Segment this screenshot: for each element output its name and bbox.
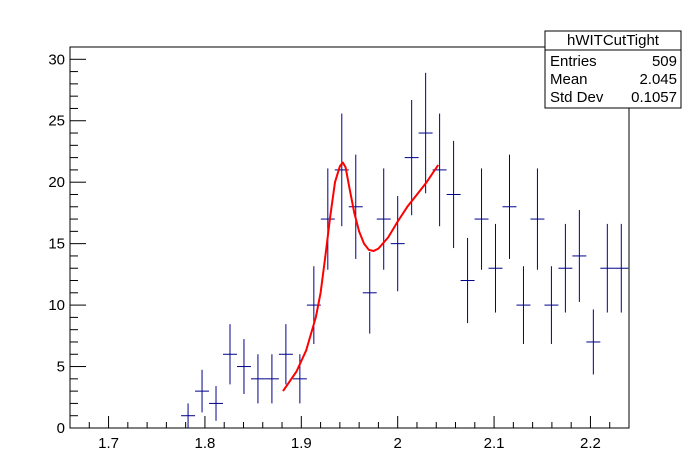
- histogram-point: [264, 354, 279, 404]
- fit-curve: [282, 161, 440, 392]
- histogram-point: [320, 168, 335, 270]
- stats-box-frame: [544, 30, 682, 109]
- histogram-point: [209, 386, 224, 421]
- histogram-point: [516, 266, 531, 344]
- histogram-point: [278, 324, 293, 385]
- histogram-point: [502, 154, 517, 259]
- plot-frame: [69, 46, 630, 429]
- y-tick-label: 15: [48, 236, 65, 253]
- stats-entries-value: 509: [652, 53, 677, 70]
- histogram-point: [544, 266, 559, 344]
- x-tick-label: 1.9: [291, 435, 312, 452]
- histogram-point: [418, 72, 433, 194]
- y-tick-label: 20: [48, 174, 65, 191]
- histogram-point: [558, 223, 573, 313]
- histogram-point: [460, 237, 475, 324]
- histogram-point: [250, 354, 265, 404]
- histogram-point: [292, 354, 307, 404]
- tick-labels: 1.7 1.8 1.9 2 2.1 2.2 0 5 10 15 20 25 30: [48, 51, 601, 452]
- stats-entries-label: Entries: [550, 53, 597, 70]
- stats-stddev-value: 0.1057: [631, 89, 677, 106]
- histogram-series: [181, 72, 629, 428]
- histogram-point: [474, 168, 489, 270]
- histogram-point: [236, 339, 251, 395]
- y-tick-label: 0: [57, 420, 65, 437]
- y-tick-label: 25: [48, 113, 65, 130]
- x-tick-label: 2.1: [484, 435, 505, 452]
- stats-mean-label: Mean: [550, 71, 588, 88]
- fit-curve-group: [282, 161, 440, 392]
- y-tick-label: 10: [48, 297, 65, 314]
- histogram-point: [530, 168, 545, 270]
- stats-stddev-label: Std Dev: [550, 89, 604, 106]
- axis-ticks: [69, 46, 630, 429]
- histogram-point: [572, 209, 587, 302]
- histogram-point: [223, 324, 237, 385]
- histogram-point: [348, 154, 363, 259]
- histogram-point: [600, 223, 615, 313]
- histogram-point: [376, 168, 391, 270]
- histogram-point: [488, 223, 503, 313]
- x-tick-label: 1.7: [98, 435, 119, 452]
- histogram-point: [362, 252, 377, 334]
- stats-mean-value: 2.045: [639, 71, 677, 88]
- histogram-point: [614, 223, 629, 313]
- x-tick-label: 2: [394, 435, 402, 452]
- y-tick-label: 5: [57, 359, 65, 376]
- histogram-point: [195, 369, 210, 413]
- histogram-point: [446, 140, 461, 249]
- histogram-point: [181, 403, 196, 428]
- histogram-point: [404, 99, 419, 216]
- stats-box: hWITCutTight Entries 509 Mean 2.045 Std …: [544, 30, 682, 109]
- histogram-point: [390, 196, 405, 292]
- y-tick-label: 30: [48, 51, 65, 68]
- x-tick-label: 1.8: [195, 435, 216, 452]
- stats-box-title: hWITCutTight: [567, 32, 660, 49]
- x-tick-label: 2.2: [580, 435, 601, 452]
- histogram-point: [586, 309, 601, 375]
